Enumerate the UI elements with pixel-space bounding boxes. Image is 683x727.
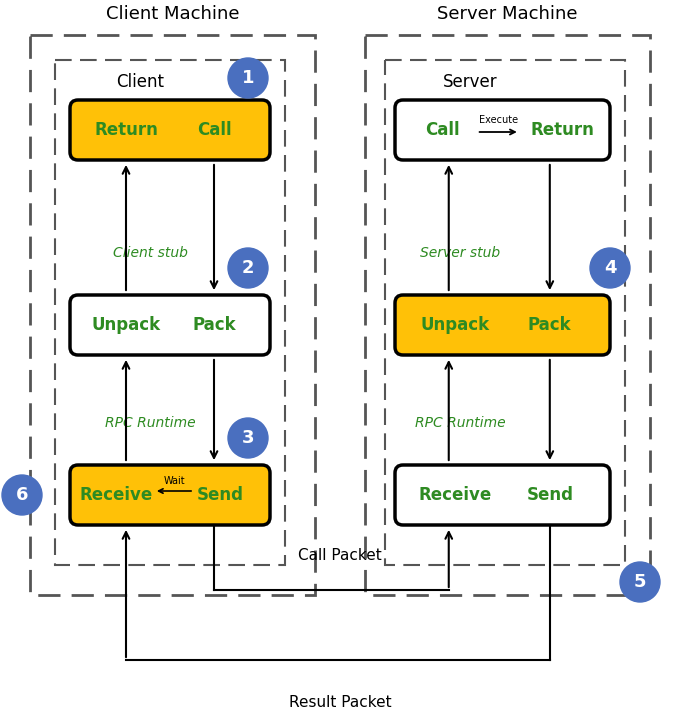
Circle shape	[228, 58, 268, 98]
Bar	[385, 60, 625, 565]
Text: Wait: Wait	[163, 476, 185, 486]
Text: Send: Send	[197, 486, 244, 504]
Text: Call: Call	[425, 121, 460, 139]
Circle shape	[620, 562, 660, 602]
Circle shape	[2, 475, 42, 515]
Circle shape	[228, 418, 268, 458]
Text: Result Packet: Result Packet	[289, 695, 391, 710]
Text: Execute: Execute	[479, 115, 518, 125]
Text: Call: Call	[197, 121, 232, 139]
Text: 2: 2	[242, 259, 254, 277]
FancyBboxPatch shape	[70, 295, 270, 355]
Text: Client stub: Client stub	[113, 246, 187, 260]
Circle shape	[590, 248, 630, 288]
Text: 6: 6	[16, 486, 28, 504]
Bar	[365, 35, 650, 595]
Text: Receive: Receive	[419, 486, 492, 504]
Bar	[55, 60, 285, 565]
Text: Pack: Pack	[528, 316, 572, 334]
Text: Call Packet: Call Packet	[298, 547, 382, 563]
Circle shape	[228, 248, 268, 288]
Text: Send: Send	[527, 486, 573, 504]
Text: Client: Client	[116, 73, 164, 91]
Text: 4: 4	[604, 259, 616, 277]
Text: 5: 5	[634, 573, 646, 591]
FancyBboxPatch shape	[395, 465, 610, 525]
Text: Server Machine: Server Machine	[437, 5, 578, 23]
Text: Return: Return	[531, 121, 595, 139]
FancyBboxPatch shape	[70, 465, 270, 525]
Text: Unpack: Unpack	[92, 316, 161, 334]
Text: RPC Runtime: RPC Runtime	[104, 416, 195, 430]
Text: Receive: Receive	[79, 486, 152, 504]
FancyBboxPatch shape	[395, 100, 610, 160]
Text: Unpack: Unpack	[421, 316, 490, 334]
Text: 3: 3	[242, 429, 254, 447]
FancyBboxPatch shape	[395, 295, 610, 355]
Text: Pack: Pack	[192, 316, 236, 334]
Text: 1: 1	[242, 69, 254, 87]
Text: Return: Return	[94, 121, 158, 139]
Text: Server: Server	[443, 73, 497, 91]
FancyBboxPatch shape	[70, 100, 270, 160]
Text: RPC Runtime: RPC Runtime	[415, 416, 505, 430]
Text: Server stub: Server stub	[420, 246, 500, 260]
Text: Client Machine: Client Machine	[106, 5, 239, 23]
Bar	[30, 35, 315, 595]
